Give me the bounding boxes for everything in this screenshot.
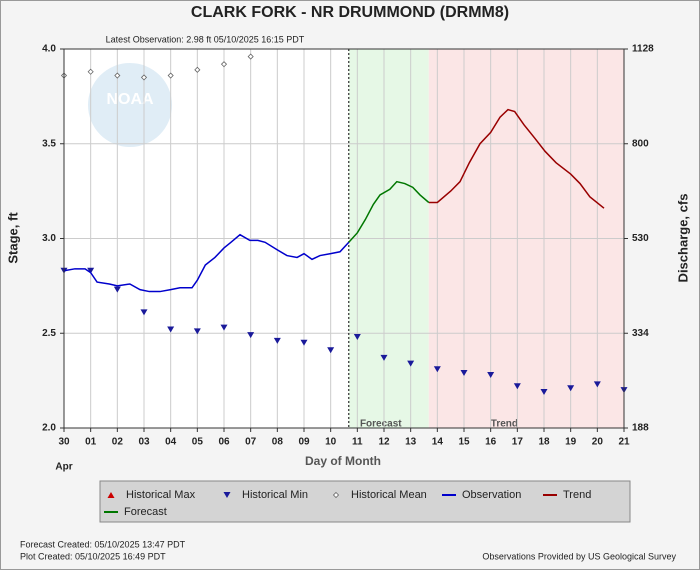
- series-line: [348, 180, 430, 243]
- subtitle: Latest Observation: 2.98 ft 05/10/2025 1…: [106, 34, 305, 44]
- legend-label: Historical Mean: [351, 489, 427, 501]
- mean-marker: [194, 66, 201, 73]
- x-tick-label: 08: [272, 437, 284, 448]
- min-marker: [327, 347, 335, 354]
- min-marker: [487, 371, 495, 378]
- min-marker: [433, 366, 441, 373]
- mean-marker: [87, 68, 94, 75]
- footer-right: Observations Provided by US Geological S…: [482, 551, 676, 561]
- x-tick-label: 12: [378, 437, 390, 448]
- x-tick-label: 04: [165, 437, 177, 448]
- min-marker: [220, 324, 228, 331]
- min-marker: [513, 383, 521, 390]
- series-line: [63, 233, 350, 293]
- x-tick-label: 16: [485, 437, 497, 448]
- x-sublabel: Apr: [55, 462, 72, 473]
- mean-marker: [332, 491, 340, 499]
- y2-tick-label: 530: [632, 233, 649, 244]
- legend-box: [99, 480, 631, 523]
- x-tick-label: 15: [458, 437, 470, 448]
- footer-left: Plot Created: 05/10/2025 16:49 PDT: [20, 551, 166, 561]
- y-tick-label: 4.0: [42, 44, 56, 55]
- min-marker: [567, 385, 575, 392]
- y2-tick-label: 1128: [632, 44, 654, 55]
- x-tick-label: 07: [245, 437, 257, 448]
- y2-tick-label: 188: [632, 423, 649, 434]
- min-marker: [87, 267, 95, 274]
- logo: [88, 63, 172, 147]
- x-tick-label: 13: [405, 437, 417, 448]
- region-label: Trend: [491, 419, 518, 430]
- min-marker: [300, 339, 308, 346]
- footer-left: Forecast Created: 05/10/2025 13:47 PDT: [20, 539, 186, 549]
- min-marker: [140, 309, 148, 316]
- legend-label: Historical Max: [126, 489, 196, 501]
- mean-marker: [114, 72, 121, 79]
- min-marker: [113, 286, 121, 293]
- min-marker: [380, 354, 388, 361]
- chart-title: CLARK FORK - NR DRUMMOND (DRMM8): [191, 4, 509, 21]
- min-marker: [460, 370, 468, 377]
- y2-tick-label: 800: [632, 138, 649, 149]
- legend-label: Observation: [462, 489, 521, 501]
- x-tick-label: 09: [298, 437, 310, 448]
- x-tick-label: 05: [192, 437, 204, 448]
- y2-tick-label: 334: [632, 328, 649, 339]
- y-axis-label: Stage, ft: [5, 212, 20, 264]
- mean-marker: [220, 61, 228, 68]
- y-tick-label: 2.5: [42, 328, 56, 339]
- x-tick-label: 18: [538, 437, 550, 448]
- min-marker: [193, 328, 201, 335]
- legend-label: Trend: [563, 489, 591, 501]
- y-tick-label: 3.0: [42, 233, 56, 244]
- series-line: [428, 108, 605, 209]
- min-marker: [407, 360, 415, 367]
- min-marker: [593, 381, 601, 388]
- min-marker: [247, 332, 255, 339]
- min-marker: [223, 492, 231, 498]
- x-tick-label: 19: [565, 437, 577, 448]
- y-tick-label: 3.5: [42, 138, 56, 149]
- logo-text: NOAA: [106, 91, 154, 108]
- x-tick-label: 30: [58, 437, 70, 448]
- x-tick-label: 21: [618, 437, 630, 448]
- x-tick-label: 17: [512, 437, 524, 448]
- mean-marker: [247, 53, 254, 60]
- x-tick-label: 02: [112, 437, 124, 448]
- mean-marker: [167, 72, 174, 79]
- max-marker: [107, 492, 115, 498]
- x-axis-label: Day of Month: [305, 454, 381, 468]
- x-tick-label: 01: [85, 437, 97, 448]
- y2-axis-label: Discharge, cfs: [675, 194, 690, 283]
- plot-border: [63, 48, 625, 429]
- region-label: Forecast: [360, 419, 402, 430]
- x-tick-label: 20: [592, 437, 604, 448]
- legend-label: Historical Min: [242, 489, 308, 501]
- x-tick-label: 06: [218, 437, 230, 448]
- min-marker: [167, 326, 175, 333]
- x-tick-label: 11: [352, 437, 363, 448]
- x-tick-label: 03: [138, 437, 150, 448]
- mean-marker: [140, 74, 148, 81]
- y-tick-label: 2.0: [42, 423, 56, 434]
- x-tick-label: 14: [432, 437, 444, 448]
- min-marker: [353, 334, 361, 341]
- x-tick-label: 10: [325, 437, 337, 448]
- legend-label: Forecast: [124, 506, 167, 518]
- min-marker: [540, 388, 548, 395]
- min-marker: [273, 337, 281, 344]
